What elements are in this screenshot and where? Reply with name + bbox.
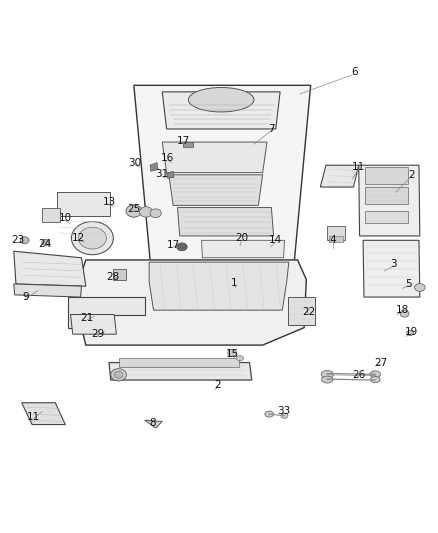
Text: 18: 18 xyxy=(396,305,409,315)
Polygon shape xyxy=(145,420,162,428)
Ellipse shape xyxy=(321,376,333,383)
Polygon shape xyxy=(149,262,289,310)
Text: 22: 22 xyxy=(302,308,315,317)
Ellipse shape xyxy=(281,413,288,418)
Text: 20: 20 xyxy=(235,233,248,243)
Text: 3: 3 xyxy=(390,260,397,269)
Polygon shape xyxy=(162,92,280,129)
Text: 1: 1 xyxy=(231,278,237,288)
Text: 15: 15 xyxy=(226,349,239,359)
Text: 2: 2 xyxy=(214,380,221,390)
Text: 21: 21 xyxy=(81,313,94,323)
Polygon shape xyxy=(177,207,274,236)
Text: 29: 29 xyxy=(91,329,104,339)
Text: 30: 30 xyxy=(129,158,142,168)
Bar xyxy=(119,358,239,367)
Ellipse shape xyxy=(78,227,106,249)
Text: 8: 8 xyxy=(149,418,156,428)
Text: 9: 9 xyxy=(22,292,29,302)
Text: 27: 27 xyxy=(374,358,387,368)
Text: 16: 16 xyxy=(161,153,174,163)
Text: 7: 7 xyxy=(268,124,275,134)
Ellipse shape xyxy=(42,239,49,246)
Polygon shape xyxy=(162,142,267,173)
Polygon shape xyxy=(359,165,420,236)
Text: 14: 14 xyxy=(269,235,283,245)
Text: 4: 4 xyxy=(329,235,336,245)
Text: 31: 31 xyxy=(155,169,168,179)
Text: 26: 26 xyxy=(352,370,365,380)
Polygon shape xyxy=(150,163,158,171)
Polygon shape xyxy=(288,297,315,326)
Ellipse shape xyxy=(321,370,333,378)
Bar xyxy=(329,236,343,241)
Ellipse shape xyxy=(400,310,409,317)
Text: 33: 33 xyxy=(277,407,290,416)
Polygon shape xyxy=(134,85,311,273)
Ellipse shape xyxy=(111,369,127,381)
Text: 17: 17 xyxy=(166,240,180,249)
Ellipse shape xyxy=(150,209,161,217)
Text: 10: 10 xyxy=(59,214,72,223)
Bar xyxy=(183,142,193,147)
Ellipse shape xyxy=(407,330,414,335)
Polygon shape xyxy=(14,284,81,297)
Ellipse shape xyxy=(371,376,380,383)
Ellipse shape xyxy=(140,207,152,217)
Polygon shape xyxy=(21,403,65,425)
Text: 2: 2 xyxy=(408,170,414,180)
Ellipse shape xyxy=(71,222,113,255)
Ellipse shape xyxy=(114,372,123,378)
Polygon shape xyxy=(363,240,420,297)
Polygon shape xyxy=(109,362,252,380)
Ellipse shape xyxy=(265,411,274,417)
Ellipse shape xyxy=(370,371,381,378)
Bar xyxy=(57,192,110,216)
Text: 6: 6 xyxy=(351,67,358,77)
Bar xyxy=(42,208,60,222)
Polygon shape xyxy=(320,165,359,187)
Text: 28: 28 xyxy=(107,272,120,282)
Bar xyxy=(365,211,408,223)
Text: 5: 5 xyxy=(406,279,412,289)
Ellipse shape xyxy=(228,350,237,357)
Ellipse shape xyxy=(415,284,425,292)
Polygon shape xyxy=(166,171,174,179)
Ellipse shape xyxy=(177,243,187,251)
Text: 13: 13 xyxy=(102,197,116,207)
Polygon shape xyxy=(14,251,86,286)
Polygon shape xyxy=(68,297,145,328)
Polygon shape xyxy=(71,314,117,334)
Text: 17: 17 xyxy=(177,136,190,146)
Bar xyxy=(365,187,408,204)
Polygon shape xyxy=(79,260,306,345)
Polygon shape xyxy=(201,240,285,258)
Polygon shape xyxy=(169,175,263,205)
Text: 19: 19 xyxy=(404,327,418,337)
Text: 25: 25 xyxy=(127,204,141,214)
Bar xyxy=(365,167,408,183)
Bar xyxy=(113,269,127,280)
Text: 24: 24 xyxy=(39,239,52,249)
Bar xyxy=(327,227,345,240)
Ellipse shape xyxy=(126,205,142,217)
Text: 11: 11 xyxy=(352,163,365,172)
Ellipse shape xyxy=(228,281,235,287)
Ellipse shape xyxy=(188,87,254,112)
Text: 23: 23 xyxy=(11,235,25,245)
Ellipse shape xyxy=(20,237,29,244)
Text: 12: 12 xyxy=(71,233,85,243)
Ellipse shape xyxy=(237,356,244,361)
Text: 11: 11 xyxy=(27,412,40,422)
